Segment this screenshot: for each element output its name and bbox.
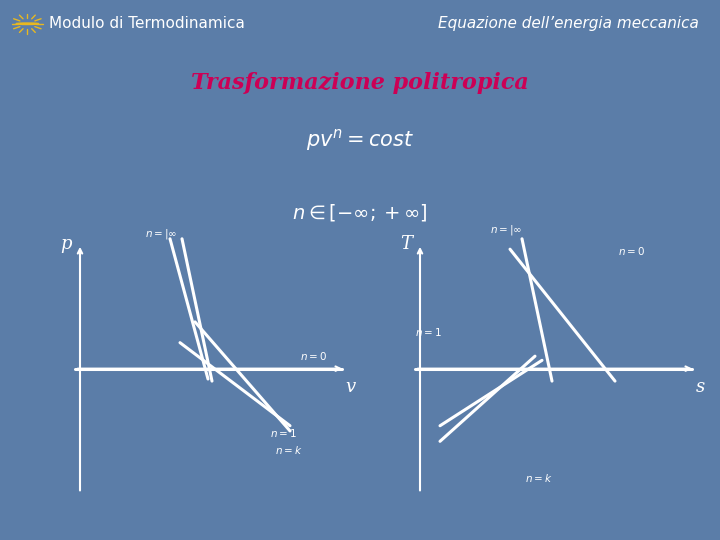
Text: $n=1$: $n=1$ (270, 427, 297, 439)
Circle shape (16, 23, 39, 24)
Text: $n=1$: $n=1$ (415, 326, 442, 338)
Text: $n=0$: $n=0$ (300, 350, 327, 362)
Text: $n=k$: $n=k$ (525, 471, 553, 484)
Text: T: T (400, 235, 412, 253)
Text: Modulo di Termodinamica: Modulo di Termodinamica (49, 16, 245, 31)
Text: s: s (696, 379, 705, 396)
Text: $pv^n = cost$: $pv^n = cost$ (306, 127, 414, 153)
Text: $n \in \left[-\infty;+\infty\right]$: $n \in \left[-\infty;+\infty\right]$ (292, 202, 428, 224)
Text: p: p (60, 235, 72, 253)
Text: Equazione dell’energia meccanica: Equazione dell’energia meccanica (438, 16, 698, 31)
Text: $n=k$: $n=k$ (275, 444, 302, 456)
Text: $n=0$: $n=0$ (618, 245, 645, 257)
Text: $n=|\infty$: $n=|\infty$ (490, 224, 522, 238)
Text: v: v (345, 379, 355, 396)
Text: Trasformazione politropica: Trasformazione politropica (191, 72, 529, 94)
Text: $n=|\infty$: $n=|\infty$ (145, 227, 177, 241)
